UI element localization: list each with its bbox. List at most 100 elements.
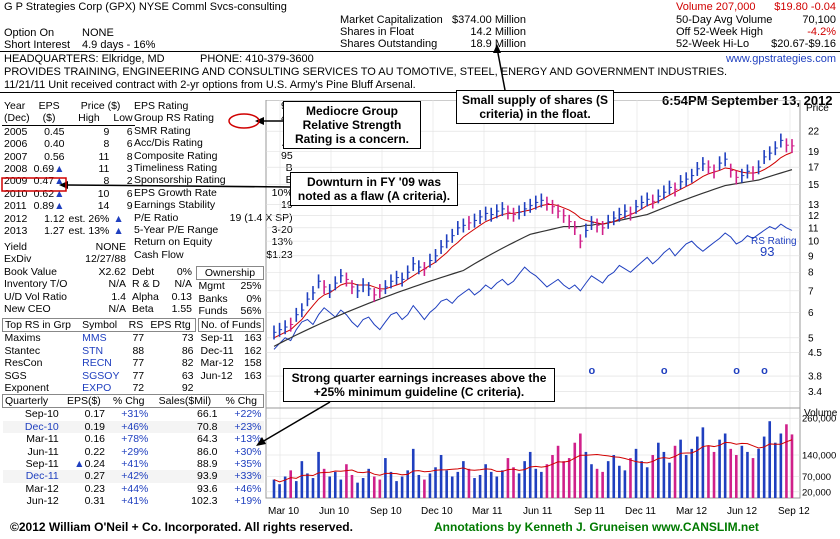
rating-label: Return on Equity	[134, 236, 213, 249]
desc-divider	[0, 92, 840, 93]
misc2-table: Debt 0% R & D N/A Alpha 0.13 Beta 1.55	[130, 266, 194, 316]
rating-value: $1.23	[266, 248, 293, 261]
time-tick-label: Mar 10	[268, 506, 300, 517]
q-eps-header: EPS($)	[66, 395, 101, 407]
top-rs-eps: 86	[181, 344, 194, 357]
q-sales-header: Sales($Mil)	[158, 395, 212, 407]
volume-bar	[294, 481, 298, 498]
annual-year: 2010	[4, 187, 28, 200]
annual-estimate: est. 13%	[68, 225, 110, 238]
volume-bar	[372, 476, 376, 498]
funds-row: Jun-12 163	[199, 370, 264, 382]
misc-value: N/A	[108, 278, 126, 291]
low-header: Low	[113, 112, 133, 125]
q-schg-header: % Chg	[225, 395, 257, 407]
annual-eps-arrow: ▲	[54, 175, 65, 188]
misc-label: U/D Vol Ratio	[4, 290, 68, 303]
volume-bar	[501, 470, 504, 498]
ownership-label: Banks	[198, 292, 228, 305]
price-tick-label: 11	[808, 223, 819, 234]
rs-rating-label: RS Rating	[751, 236, 797, 247]
annual-low: 9	[126, 200, 133, 213]
price-tick-label: 12	[808, 211, 820, 222]
top-rs-header-symbol: Symbol	[82, 319, 118, 331]
fy09-note: Downturn in FY '09 was noted as a flaw (…	[290, 172, 458, 206]
volume-axis-label: Volume	[804, 408, 838, 419]
funds-quarter: Sep-11	[200, 332, 234, 345]
quarter-label: Sep-11	[25, 458, 59, 471]
price-tick-label: 3.4	[808, 387, 822, 398]
volume-bar	[378, 479, 382, 498]
volume-bar	[328, 476, 331, 498]
price-header: Price ($)	[80, 100, 121, 112]
rating-value: 3-20	[271, 224, 293, 237]
time-tick-label: Mar 12	[676, 506, 708, 517]
quarter-eps-chg: +41%	[121, 458, 149, 471]
rating-row: Earnings Stability 19	[132, 199, 295, 211]
rating-label: Cash Flow	[134, 248, 184, 261]
volume-bar	[657, 442, 660, 498]
top-rs-table: Top RS in Grp Symbol RS EPS Rtg Maxims MMS 77…	[2, 318, 196, 394]
quarter-row: Mar-11 0.16 +78% 64.3 +13%	[3, 433, 264, 445]
annual-eps: 1.12	[32, 213, 67, 225]
quarter-sales: 70.8	[197, 420, 218, 433]
volume-bar	[740, 445, 744, 498]
quarter-note: Strong quarter earnings increases above …	[283, 368, 555, 402]
misc-label: Inventory T/O	[4, 278, 68, 291]
annual-low: 2	[126, 175, 133, 188]
quarter-row: Dec-10 0.19 +46% 70.8 +23%	[2, 420, 264, 434]
avg-volume-value: 70,100	[802, 14, 836, 26]
website-link[interactable]: www.gpstrategies.com	[725, 53, 836, 65]
quarter-sales-chg: +19%	[234, 495, 262, 508]
ownership-box: Ownership Mgmt 25% Banks 0% Funds 56%	[196, 265, 264, 318]
left-panel: Year EPS Price ($) (Dec) ($) High Low 2005 0.4…	[2, 100, 293, 536]
ownership-row: Banks 0%	[197, 293, 264, 305]
volume-bar	[551, 455, 554, 498]
quarter-sales-chg: +46%	[234, 482, 262, 495]
volume-bar	[757, 448, 760, 498]
top-rs-row: Exponent EXPO 72 92	[3, 382, 196, 394]
volume-bar	[489, 471, 493, 498]
volume-bar	[350, 474, 354, 498]
volume-bar	[506, 458, 510, 498]
ownership-label: Mgmt	[198, 280, 225, 293]
annual-high: 14	[97, 200, 110, 213]
quarter-eps: ▲0.24	[61, 458, 107, 470]
volume-bar	[467, 468, 471, 498]
misc2-row: R & D N/A	[130, 278, 194, 290]
funds-title: No. of Funds	[197, 317, 265, 333]
top-rs-rs: 77	[132, 357, 145, 370]
top-rs-header-rs: RS	[128, 319, 144, 331]
volume-bar	[601, 471, 604, 498]
volume-bar	[595, 468, 599, 498]
funds-count: 163	[244, 332, 262, 345]
rs-rating-value: 93	[760, 244, 774, 259]
rating-label: SMR Rating	[134, 124, 191, 137]
misc2-value: N/A	[174, 278, 192, 291]
rating-label: Sponsorship Rating	[134, 174, 226, 187]
price-tick-label: 17	[808, 163, 820, 174]
volume-bar	[790, 434, 794, 498]
time-tick-label: Sep 10	[370, 506, 402, 517]
rating-label: 5-Year P/E Range	[134, 224, 219, 237]
annual-estimate: est. 26%	[68, 212, 110, 225]
quarter-row: Sep-10 0.17 +31% 66.1 +22%	[3, 408, 264, 421]
earnings-marker: o	[588, 365, 595, 377]
misc2-label: Debt	[132, 266, 155, 278]
ownership-title: Ownership	[196, 265, 264, 281]
annual-eps: 0.40	[32, 138, 67, 150]
price-tick-label: 22	[808, 127, 820, 138]
quarterly-table: Quarterly EPS($) % Chg Sales($Mil) % Chg Sep…	[2, 394, 264, 508]
volume-bar	[406, 470, 409, 498]
volume-bar	[573, 442, 577, 498]
annual-eps-arrow: ▲	[54, 200, 65, 213]
annual-eps-arrow: ▲	[54, 187, 65, 200]
quarter-eps-value: 0.16	[84, 433, 105, 446]
quarter-sales: 93.6	[197, 482, 218, 495]
volume-bar	[634, 448, 638, 498]
annual-row: 2010 0.62▲ 10 6	[2, 188, 135, 200]
annual-year: 2005	[4, 125, 28, 138]
volume-bar	[278, 484, 281, 498]
price-axis-label: Price	[806, 103, 829, 114]
